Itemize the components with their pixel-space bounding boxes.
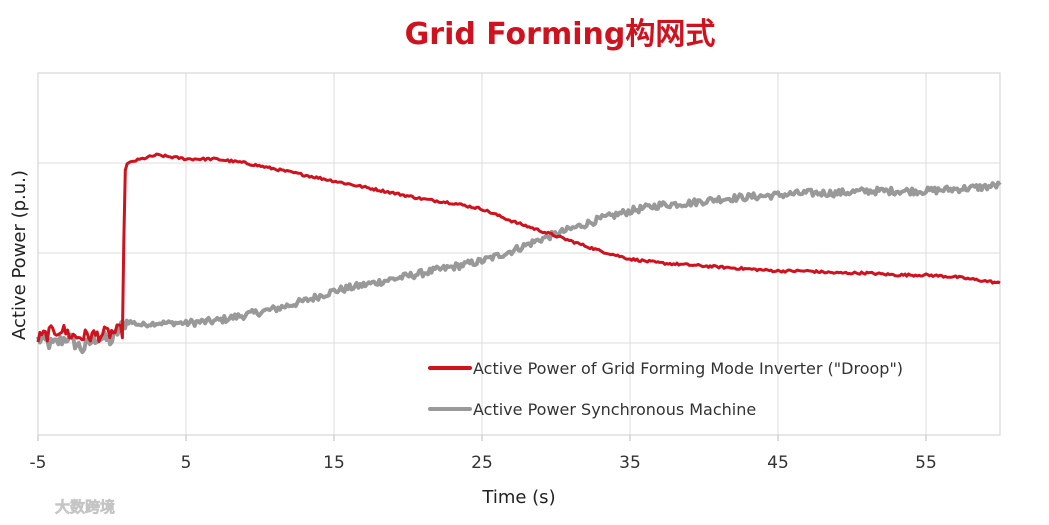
grid-lines [37,73,1000,441]
chart-title: Grid Forming构网式 [405,17,716,52]
x-tick-label: 15 [323,453,345,473]
x-tick-label: 35 [619,453,641,473]
legend: Active Power of Grid Forming Mode Invert… [428,359,903,419]
y-axis-label: Active Power (p.u.) [9,170,30,340]
x-tick-labels: -5 5 15 25 35 45 55 [30,453,937,473]
watermark-logo-icon-dot [26,492,42,508]
legend-label-inverter: Active Power of Grid Forming Mode Invert… [473,359,903,378]
plot-frame [37,72,1001,436]
legend-label-synchronous: Active Power Synchronous Machine [473,400,756,419]
x-tick-label: 55 [915,453,937,473]
x-tick-label: 25 [471,453,493,473]
x-tick-label: 5 [181,453,192,473]
watermark-logo-icon [5,496,25,516]
watermark: 大数跨境 [5,492,115,516]
watermark-text: 大数跨境 [55,498,115,516]
x-tick-label: -5 [30,453,47,473]
series-line-synchronous [36,180,1002,355]
series-line-inverter [36,152,1001,344]
series-layer [36,152,1002,355]
x-axis-label: Time (s) [481,487,555,508]
x-tick-label: 45 [767,453,789,473]
